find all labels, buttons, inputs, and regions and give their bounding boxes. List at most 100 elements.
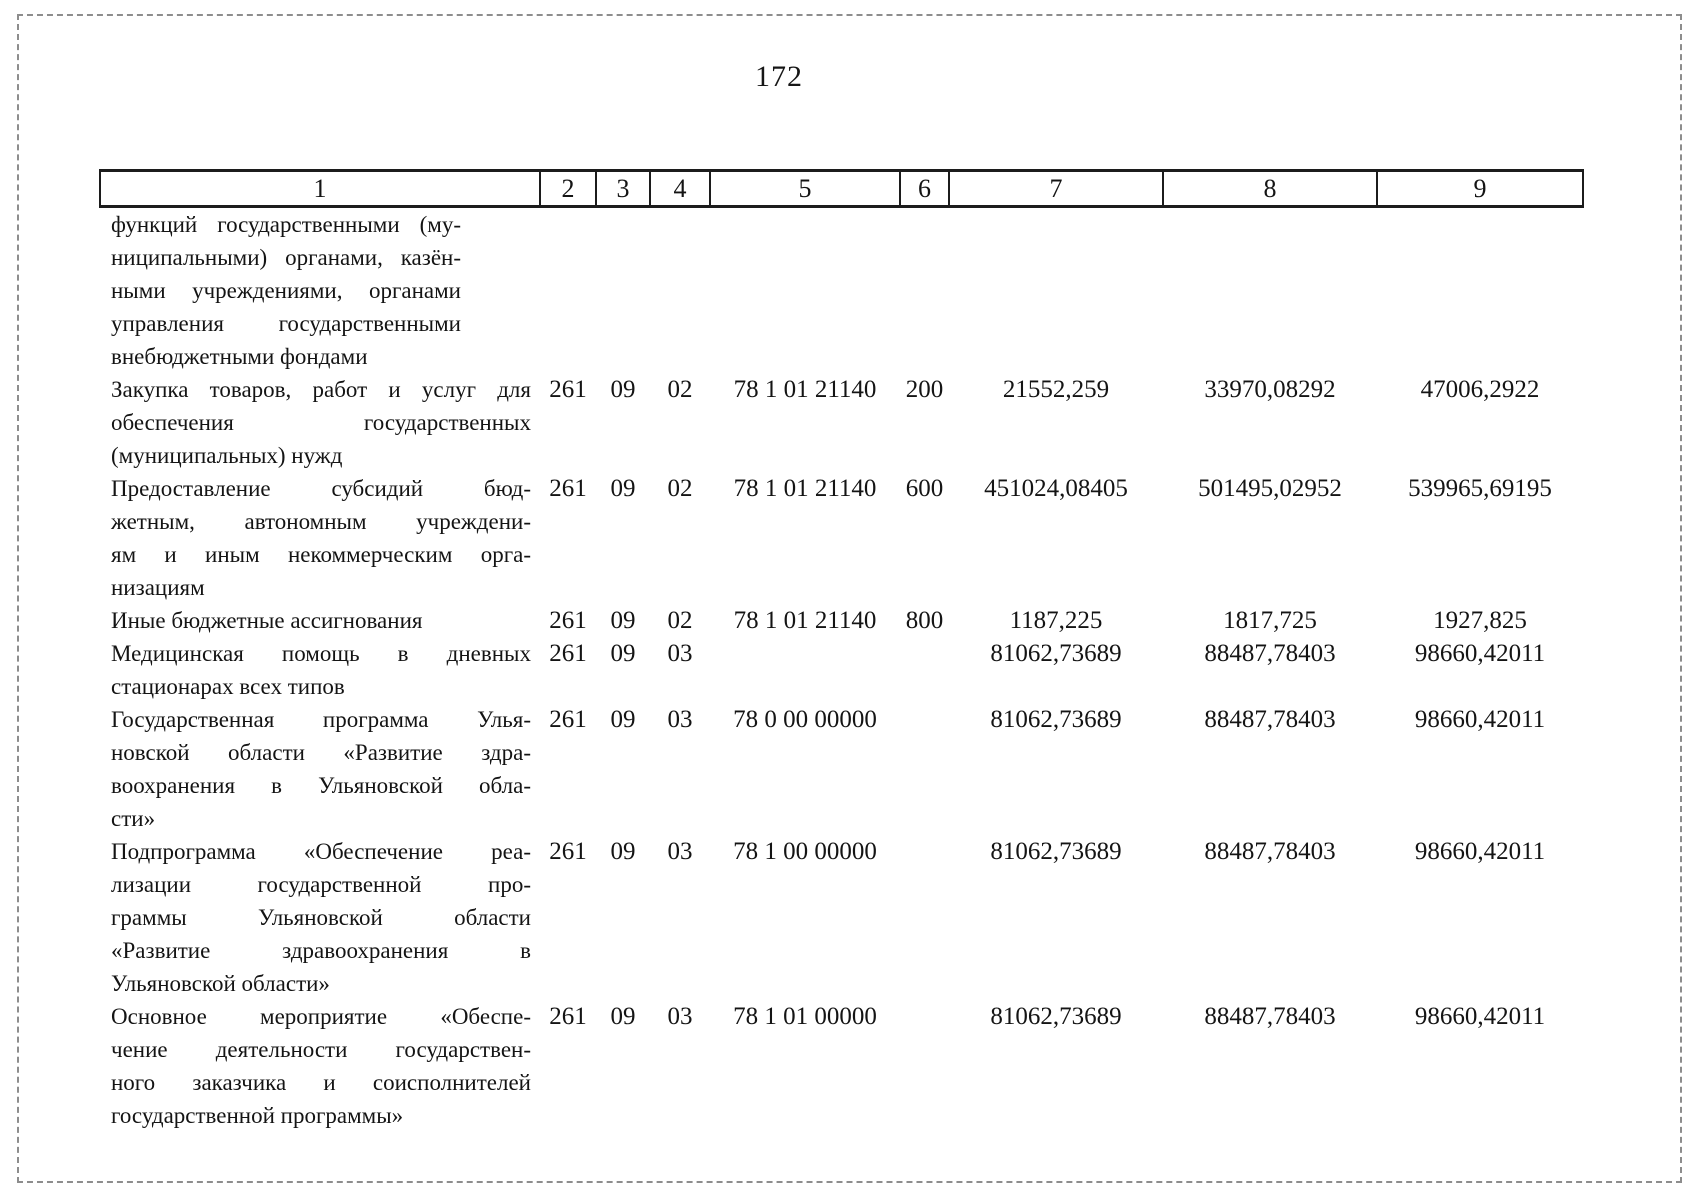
cell-col8: 1817,725 — [1223, 607, 1317, 634]
cell-col2: 261 — [549, 706, 587, 733]
row-name-line: ниципальными) органами, казён- — [111, 245, 461, 270]
table-row: Государственная программа Улья-новской о… — [100, 703, 1583, 835]
cell-col8: 88487,78403 — [1204, 706, 1336, 733]
cell-col6 — [900, 1000, 949, 1132]
cell-col6: 800 — [905, 607, 944, 634]
row-name-line: ными учреждениями, органами — [111, 278, 461, 303]
header-cell-3: 3 — [595, 169, 651, 208]
header-cell-1: 1 — [99, 169, 541, 208]
table-body: функций государственными (му-ниципальным… — [100, 207, 1583, 1133]
cell-col3: 09 — [610, 376, 636, 403]
row-name-line: ного заказчика и соисполнителей — [111, 1070, 531, 1095]
cell-col9: 98660,42011 — [1414, 1003, 1546, 1030]
cell-col7: 1187,225 — [1009, 607, 1103, 634]
row-name-cell: функций государственными (му-ниципальным… — [100, 207, 540, 374]
cell-col9: 98660,42011 — [1414, 706, 1546, 733]
row-name-line: воохранения в Ульяновской обла- — [111, 773, 531, 798]
page-number: 172 — [755, 60, 803, 93]
row-name-line: управления государственными — [111, 311, 461, 336]
cell-col9: 98660,42011 — [1414, 640, 1546, 667]
cell-col4 — [650, 207, 710, 374]
row-name-line: Основное мероприятие «Обеспе- — [111, 1004, 531, 1029]
cell-col3: 09 — [610, 640, 636, 667]
header-cell-2: 2 — [539, 169, 597, 208]
row-name-line: (муниципальных) нужд — [111, 443, 343, 468]
cell-col6: 600 — [905, 475, 944, 502]
cell-col7 — [949, 207, 1163, 374]
cell-col3: 09 — [610, 706, 636, 733]
row-name-line: Подпрограмма «Обеспечение реа- — [111, 839, 531, 864]
cell-col6 — [900, 835, 949, 1000]
cell-col9: 47006,2922 — [1420, 376, 1540, 403]
cell-col8: 88487,78403 — [1204, 838, 1336, 865]
cell-col7: 81062,73689 — [990, 1003, 1122, 1030]
row-name-line: Иные бюджетные ассигнования — [111, 608, 423, 633]
table-row: Медицинская помощь в дневных стационарах … — [100, 637, 1583, 703]
cell-col8: 88487,78403 — [1204, 640, 1336, 667]
row-name-line: низациям — [111, 575, 205, 600]
table-row: Подпрограмма «Обеспечение реа-лизации го… — [100, 835, 1583, 1000]
row-name-cell: Медицинская помощь в дневных стационарах … — [100, 637, 540, 703]
cell-col4: 02 — [667, 376, 693, 403]
cell-col7: 81062,73689 — [990, 640, 1122, 667]
cell-col8: 501495,02952 — [1198, 475, 1342, 502]
row-name-cell: Подпрограмма «Обеспечение реа-лизации го… — [100, 835, 540, 1000]
cell-col9: 539965,69195 — [1408, 475, 1552, 502]
cell-col5: 78 1 01 21140 — [733, 475, 877, 502]
cell-col6: 200 — [905, 376, 944, 403]
row-name-line: Закупка товаров, работ и услуг для — [111, 377, 531, 402]
cell-col4: 02 — [667, 607, 693, 634]
row-name-line: Ульяновской области» — [111, 971, 330, 996]
cell-col2: 261 — [549, 640, 587, 667]
header-cell-7: 7 — [948, 169, 1164, 208]
cell-col2: 261 — [549, 838, 587, 865]
row-name-line: государственной программы» — [111, 1103, 404, 1128]
cell-col5 — [710, 637, 900, 703]
cell-col6 — [900, 207, 949, 374]
cell-col6 — [900, 703, 949, 835]
row-name-line: «Развитие здравоохранения в — [111, 938, 531, 963]
row-name-line: Медицинская помощь в дневных — [111, 641, 531, 666]
row-name-cell: Закупка товаров, работ и услуг для обеспе… — [100, 373, 540, 472]
row-name-line: новской области «Развитие здра- — [111, 740, 531, 765]
cell-col4: 03 — [667, 1003, 693, 1030]
header-cell-8: 8 — [1162, 169, 1378, 208]
cell-col2: 261 — [549, 607, 587, 634]
cell-col4: 02 — [667, 475, 693, 502]
row-name-cell: Государственная программа Улья-новской о… — [100, 703, 540, 835]
cell-col3: 09 — [610, 607, 636, 634]
cell-col9: 1927,825 — [1433, 607, 1527, 634]
row-name-line: жетным, автономным учреждени- — [111, 509, 531, 534]
budget-table: 1 2 3 4 5 6 7 8 9 функций государственны… — [99, 169, 1584, 1132]
cell-col7: 21552,259 — [1002, 376, 1110, 403]
cell-col3: 09 — [610, 838, 636, 865]
row-name-cell: Основное мероприятие «Обеспе-чение деяте… — [100, 1000, 540, 1132]
row-name-line: лизации государственной про- — [111, 872, 531, 897]
cell-col3: 09 — [610, 475, 636, 502]
cell-col5: 78 1 00 00000 — [733, 838, 877, 865]
header-cell-9: 9 — [1376, 169, 1584, 208]
row-name-line: сти» — [111, 806, 156, 831]
cell-col4: 03 — [667, 706, 693, 733]
cell-col7: 81062,73689 — [990, 706, 1122, 733]
cell-col5: 78 0 00 00000 — [733, 706, 877, 733]
cell-col3: 09 — [610, 1003, 636, 1030]
header-cell-5: 5 — [709, 169, 901, 208]
cell-col2 — [540, 207, 596, 374]
row-name-line: Государственная программа Улья- — [111, 707, 531, 732]
row-name-cell: Предоставление субсидий бюд-жетным, авто… — [100, 472, 540, 604]
cell-col7: 451024,08405 — [984, 475, 1128, 502]
header-cell-4: 4 — [649, 169, 711, 208]
cell-col9 — [1377, 207, 1583, 374]
table-row: Иные бюджетные ассигнования 261 09 02 78 1 0… — [100, 604, 1583, 637]
row-name-line: чение деятельности государствен- — [111, 1037, 531, 1062]
cell-col5: 78 1 01 21140 — [733, 607, 877, 634]
cell-col2: 261 — [549, 376, 587, 403]
cell-col8 — [1163, 207, 1377, 374]
cell-col7: 81062,73689 — [990, 838, 1122, 865]
cell-col4: 03 — [667, 838, 693, 865]
row-name-line: внебюджетными фондами — [111, 344, 368, 369]
table-header-row: 1 2 3 4 5 6 7 8 9 — [99, 169, 1584, 208]
row-name-line: функций государственными (му- — [111, 212, 461, 237]
table-row: Предоставление субсидий бюд-жетным, авто… — [100, 472, 1583, 604]
